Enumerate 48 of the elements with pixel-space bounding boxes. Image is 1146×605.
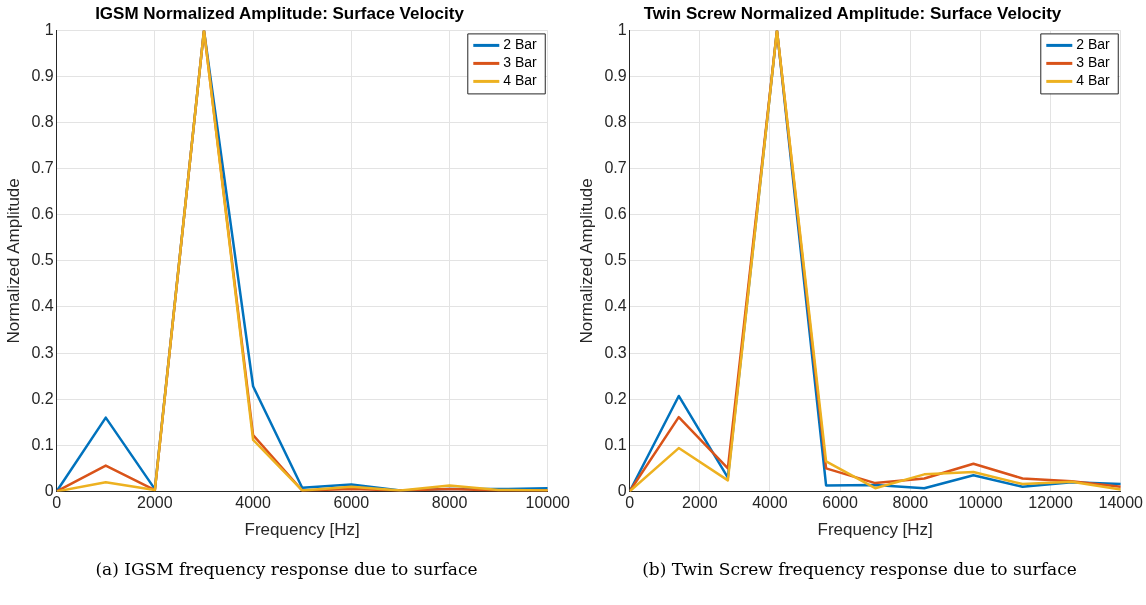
x-tick-label: 10000	[525, 494, 571, 512]
y-axis-title: Normalized Amplitude	[3, 178, 23, 344]
y-tick-label: 0	[617, 481, 627, 499]
x-tick-label: 4000	[235, 494, 271, 512]
y-tick-label: 0.2	[604, 389, 627, 407]
x-tick-label: 12000	[1028, 494, 1073, 512]
y-tick-label: 1	[617, 20, 627, 38]
y-axis-title: Normalized Amplitude	[576, 178, 596, 344]
legend-label: 2 Bar	[1076, 36, 1111, 53]
y-tick-label: 0.8	[604, 113, 627, 131]
x-tick-label: 10000	[958, 494, 1003, 512]
legend-label: 3 Bar	[1076, 54, 1111, 71]
x-axis-title: Frequency [Hz]	[244, 520, 360, 540]
x-axis-title: Frequency [Hz]	[817, 520, 933, 540]
y-tick-label: 0.7	[31, 159, 54, 177]
legend-label: 4 Bar	[503, 72, 538, 89]
text: (a) IGSM frequency response due to surface	[94, 559, 479, 579]
x-tick-label: 2000	[137, 494, 173, 512]
y-tick-label: 0.2	[31, 389, 54, 407]
x-tick-label: 4000	[752, 494, 788, 512]
y-tick-label: 0.6	[604, 205, 627, 223]
y-tick-label: 0.4	[31, 297, 54, 315]
y-tick-label: 0.3	[31, 343, 54, 361]
y-tick-label: 0.9	[604, 66, 627, 84]
chart-title: Twin Screw Normalized Amplitude: Surface Velocity	[643, 3, 1062, 23]
y-tick-label: 0.5	[604, 251, 627, 269]
y-tick-label: 0.1	[31, 435, 54, 453]
y-tick-label: 0	[44, 481, 54, 499]
y-tick-label: 0.4	[604, 297, 627, 315]
x-tick-label: 6000	[822, 494, 859, 512]
legend-label: 4 Bar	[1076, 72, 1111, 89]
y-tick-label: 0.9	[31, 66, 54, 84]
chart-title: IGSM Normalized Amplitude: Surface Velocity	[95, 3, 465, 23]
legend-label: 2 Bar	[503, 36, 538, 53]
y-tick-label: 0.6	[31, 205, 54, 223]
x-tick-label: 6000	[333, 494, 370, 512]
x-tick-label: 8000	[431, 494, 468, 512]
text: (b) Twin Screw frequency response due to surface	[641, 559, 1078, 579]
x-tick-label: 2000	[682, 494, 718, 512]
legend-label: 3 Bar	[503, 54, 538, 71]
y-tick-label: 0.3	[604, 343, 627, 361]
y-tick-label: 0.1	[604, 435, 627, 453]
y-tick-label: 0.5	[31, 251, 54, 269]
x-tick-label: 8000	[892, 494, 929, 512]
x-tick-label: 14000	[1098, 494, 1144, 512]
y-tick-label: 1	[44, 20, 54, 38]
y-tick-label: 0.7	[604, 159, 627, 177]
y-tick-label: 0.8	[31, 113, 54, 131]
